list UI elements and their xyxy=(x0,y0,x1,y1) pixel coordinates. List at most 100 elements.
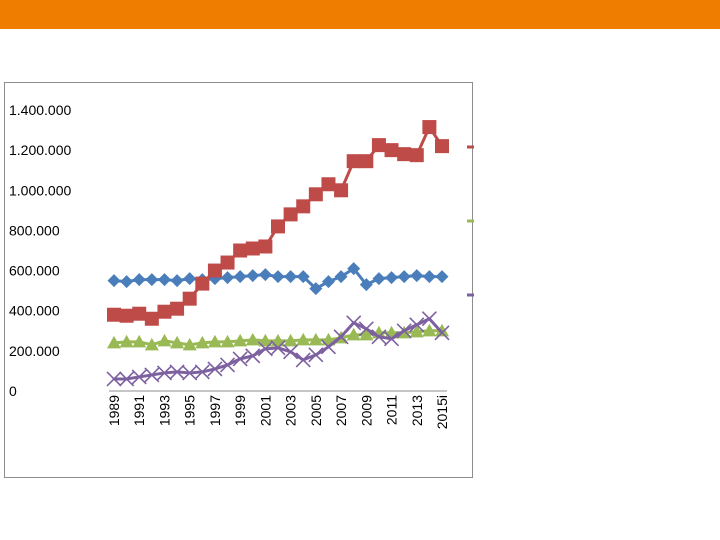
legend-item-region-wallonne: REGION WALLONNE xyxy=(467,293,474,297)
data-point xyxy=(321,177,336,192)
data-point xyxy=(144,311,159,326)
data-point xyxy=(245,241,260,256)
data-point xyxy=(120,275,134,289)
data-point xyxy=(219,357,236,373)
x-marker-stroke xyxy=(245,348,261,364)
data-point xyxy=(383,331,400,347)
y-tick-label: 200.000 xyxy=(9,343,60,359)
data-point xyxy=(195,276,210,291)
data-point xyxy=(132,273,146,287)
data-point xyxy=(271,219,285,234)
x-marker-stroke xyxy=(194,364,210,380)
data-point xyxy=(283,333,298,347)
x-marker-stroke xyxy=(333,329,349,345)
data-point xyxy=(372,272,386,286)
x-marker-stroke xyxy=(119,371,135,387)
data-point xyxy=(320,339,337,355)
data-point xyxy=(183,272,197,286)
x-marker-stroke xyxy=(409,317,425,333)
data-point xyxy=(207,334,222,348)
x-tick-label: 2005 xyxy=(308,395,324,426)
data-point xyxy=(334,183,349,198)
data-point xyxy=(246,269,260,283)
chart-frame: 0 200.000 400.000 600.000 800.000 1.000.000 1.… xyxy=(4,82,474,478)
x-marker-stroke xyxy=(270,340,286,356)
y-tick-label: 400.000 xyxy=(9,303,60,319)
data-point xyxy=(346,315,362,331)
data-point xyxy=(258,239,273,254)
data-point xyxy=(131,369,147,385)
data-point xyxy=(271,270,285,284)
data-point xyxy=(396,323,412,339)
data-point xyxy=(359,154,374,169)
data-point xyxy=(207,263,222,278)
legend-item-communaute-francaise: COMMUNAUTEFRANCAISE xyxy=(467,219,474,223)
data-point xyxy=(107,307,121,322)
data-point xyxy=(397,270,411,284)
data-point xyxy=(145,273,159,287)
legend-item-autorite-flamande: AUTORITE FLAMANDE xyxy=(467,145,474,149)
data-point xyxy=(170,301,185,316)
data-point xyxy=(157,273,171,287)
x-tick-label: 2003 xyxy=(283,395,299,426)
data-point xyxy=(296,270,310,284)
y-tick-label: 1.400.000 xyxy=(9,102,71,118)
data-point xyxy=(409,148,424,163)
series-autorite-federale xyxy=(107,262,449,296)
data-point xyxy=(308,332,323,346)
data-point xyxy=(194,364,210,380)
x-marker-stroke xyxy=(283,344,299,360)
data-point xyxy=(409,324,424,338)
x-marker-stroke xyxy=(346,315,362,331)
data-point xyxy=(283,344,299,360)
data-point xyxy=(284,270,298,284)
y-tick-label: 600.000 xyxy=(9,263,60,279)
data-point xyxy=(321,275,335,289)
data-point xyxy=(346,327,361,341)
data-point xyxy=(245,348,261,364)
x-tick-label: 2009 xyxy=(358,395,374,426)
data-point xyxy=(296,199,311,214)
data-point xyxy=(270,340,286,356)
data-point xyxy=(144,367,160,383)
data-point xyxy=(170,274,184,288)
x-marker-stroke xyxy=(131,369,147,385)
x-marker-stroke xyxy=(396,323,412,339)
x-marker-stroke xyxy=(106,371,122,387)
data-point xyxy=(421,311,437,327)
data-point xyxy=(384,143,399,158)
x-tick-label: 2007 xyxy=(333,395,349,426)
data-point xyxy=(258,333,273,347)
data-point xyxy=(346,154,361,169)
data-point xyxy=(422,323,437,337)
data-point xyxy=(232,351,248,367)
x-marker-stroke xyxy=(320,339,337,355)
data-point xyxy=(233,243,248,258)
data-point xyxy=(220,334,235,348)
series-autorite-flamande xyxy=(107,120,449,326)
data-point xyxy=(435,270,449,284)
data-point xyxy=(422,120,437,135)
x-marker-stroke xyxy=(257,341,273,357)
x-marker-stroke xyxy=(144,367,160,383)
data-point xyxy=(309,282,323,296)
line-chart: 0 200.000 400.000 600.000 800.000 1.000.000 1.… xyxy=(9,102,474,429)
data-point xyxy=(106,371,122,387)
x-marker-stroke xyxy=(383,331,400,347)
data-point xyxy=(295,352,311,368)
data-point xyxy=(397,147,412,162)
x-marker-stroke xyxy=(308,347,324,363)
data-point xyxy=(410,269,424,283)
data-point xyxy=(221,271,235,285)
x-marker-stroke xyxy=(182,365,198,381)
data-point xyxy=(182,337,197,351)
data-point xyxy=(195,335,210,349)
x-tick-label: 1991 xyxy=(131,395,147,426)
data-point xyxy=(371,138,386,153)
data-point xyxy=(409,317,425,333)
data-point xyxy=(422,270,436,284)
series-region-wallonne xyxy=(106,311,450,387)
x-marker-stroke xyxy=(358,321,374,337)
data-point xyxy=(170,335,185,349)
data-point xyxy=(435,323,449,337)
